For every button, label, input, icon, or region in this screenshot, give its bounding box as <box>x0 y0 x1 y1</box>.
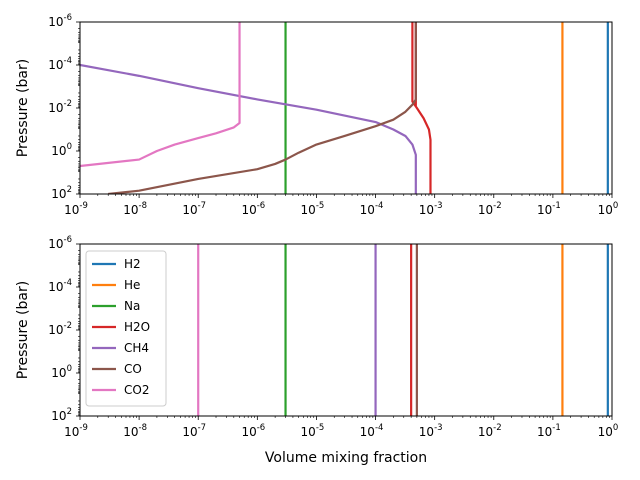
legend-label-h2: H2 <box>124 257 141 271</box>
bottom-x-axis-label: Volume mixing fraction <box>265 450 427 466</box>
y-tick-label: 100 <box>51 364 72 380</box>
legend-label-he: He <box>124 278 140 292</box>
x-tick-label: 10-3 <box>419 201 443 217</box>
y-tick-label: 10-4 <box>48 56 72 72</box>
y-tick-label: 10-2 <box>48 321 72 337</box>
series-line-7 <box>80 22 241 168</box>
x-tick-label: 10-1 <box>537 201 561 217</box>
x-tick-label: 10-4 <box>360 423 384 439</box>
x-tick-label: 10-6 <box>241 423 265 439</box>
x-tick-label: 10-1 <box>537 423 561 439</box>
x-tick-label: 10-3 <box>419 423 443 439</box>
x-tick-label: 10-7 <box>182 423 206 439</box>
bottom-ticks: 10-9 10-8 10-7 10-6 10-5 10-4 10-3 10-2 10-1 100 1… <box>48 235 618 439</box>
x-tick-label: 10-2 <box>478 423 502 439</box>
y-tick-label: 10-6 <box>48 13 72 29</box>
x-tick-label: 10-8 <box>123 201 147 217</box>
legend-box <box>85 250 167 407</box>
bottom-series-layer <box>197 244 609 416</box>
top-y-axis-label: Pressure (bar) <box>15 59 31 157</box>
x-tick-label: 10-6 <box>241 201 265 217</box>
y-tick-label: 102 <box>51 407 72 423</box>
x-tick-label: 10-7 <box>182 201 206 217</box>
series-line-3 <box>411 22 432 194</box>
x-tick-label: 10-2 <box>478 201 502 217</box>
legend-label-na: Na <box>124 299 140 313</box>
bottom-y-axis-label: Pressure (bar) <box>15 281 31 379</box>
legend-label-h2o: H2O <box>124 320 150 334</box>
y-tick-label: 102 <box>51 185 72 201</box>
y-tick-label: 10-6 <box>48 235 72 251</box>
series-line-6 <box>108 22 417 194</box>
bottom-subplot: 10-9 10-8 10-7 10-6 10-5 10-4 10-3 10-2 10-1 100 1… <box>15 235 618 466</box>
legend-label-co2: CO2 <box>124 383 149 397</box>
y-tick-label: 100 <box>51 142 72 158</box>
top-series-layer <box>80 22 609 194</box>
top-subplot: 10-9 10-8 10-7 10-6 10-5 10-4 10-3 10-2 10-1 100 1… <box>15 13 618 217</box>
y-tick-label: 10-2 <box>48 99 72 115</box>
y-tick-label: 10-4 <box>48 278 72 294</box>
legend: H2 He Na H2O CH4 CO CO2 <box>85 250 167 407</box>
x-tick-label: 10-5 <box>301 423 325 439</box>
x-tick-label: 10-4 <box>360 201 384 217</box>
series-line-5 <box>80 63 417 194</box>
x-tick-label: 10-9 <box>64 201 88 217</box>
x-tick-label: 10-5 <box>301 201 325 217</box>
x-tick-label: 100 <box>598 201 619 217</box>
top-ticks: 10-9 10-8 10-7 10-6 10-5 10-4 10-3 10-2 10-1 100 1… <box>48 13 618 217</box>
legend-label-ch4: CH4 <box>124 341 149 355</box>
x-tick-label: 10-8 <box>123 423 147 439</box>
x-tick-label: 10-9 <box>64 423 88 439</box>
x-tick-label: 100 <box>598 423 619 439</box>
legend-label-co: CO <box>124 362 142 376</box>
